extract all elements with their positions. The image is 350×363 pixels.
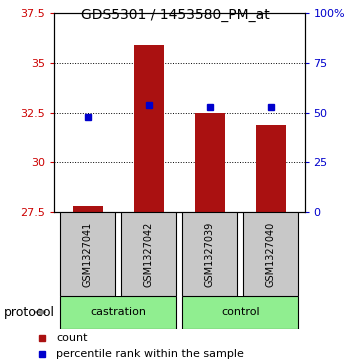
Text: percentile rank within the sample: percentile rank within the sample [56,349,244,359]
Text: GDS5301 / 1453580_PM_at: GDS5301 / 1453580_PM_at [80,8,270,22]
Text: GSM1327040: GSM1327040 [266,221,276,287]
Text: castration: castration [90,307,146,317]
Bar [182,296,299,329]
Bar [182,212,237,296]
Text: protocol: protocol [4,306,55,319]
Bar [134,45,164,212]
Text: control: control [221,307,260,317]
Bar [60,296,176,329]
Bar [244,212,299,296]
Text: GSM1327039: GSM1327039 [205,221,215,287]
Bar [121,212,176,296]
Bar [72,206,103,212]
Text: count: count [56,333,88,343]
Text: GSM1327041: GSM1327041 [83,221,93,287]
Bar [256,125,286,212]
Bar [60,212,115,296]
Text: GSM1327042: GSM1327042 [144,221,154,287]
Bar [195,113,225,212]
